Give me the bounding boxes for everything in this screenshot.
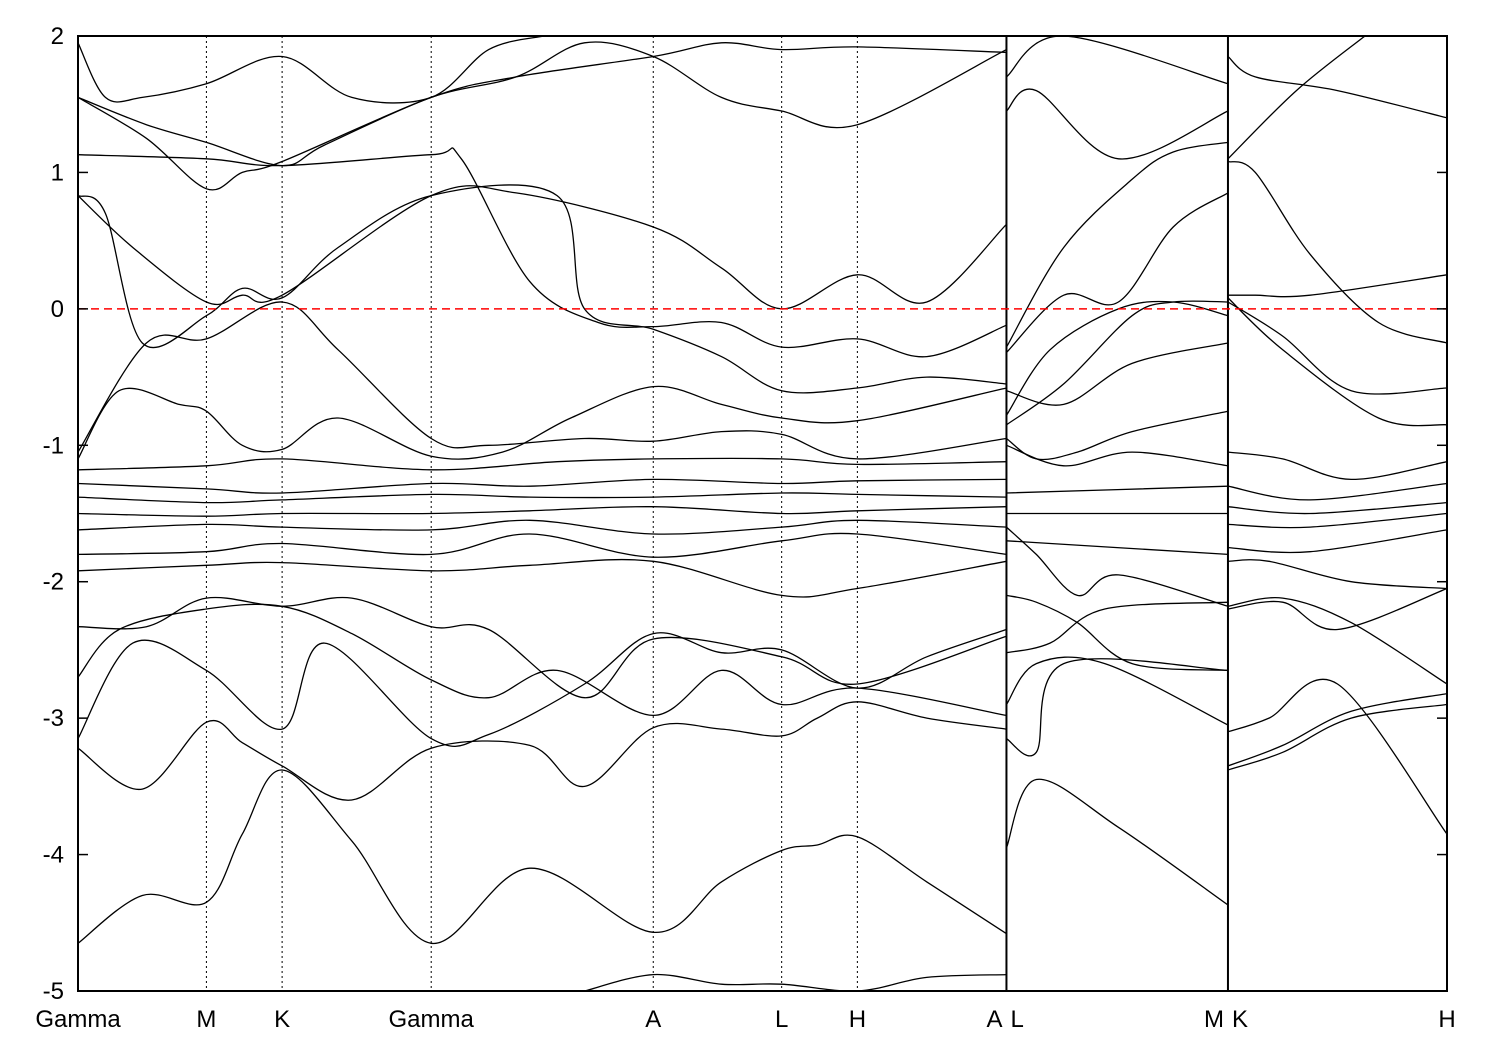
band-line-55: [1227, 692, 1447, 767]
x-tick-label: L: [775, 1006, 788, 1033]
band-line-52: [1227, 587, 1447, 631]
band-line-18: [78, 42, 1007, 191]
y-tick-label: 0: [51, 296, 64, 323]
band-line-15: [78, 184, 1007, 394]
band-line-44: [1227, 297, 1447, 427]
band-line-20: [78, 36, 544, 104]
band-line-41: [1227, 160, 1447, 344]
kpoint-divider-lines: [205, 36, 1229, 991]
band-line-1: [78, 769, 1007, 944]
band-line-34: [1006, 88, 1229, 160]
y-tick-label: -3: [43, 705, 64, 732]
band-line-6: [78, 558, 1007, 598]
band-line-21: [1006, 192, 1229, 353]
band-line-23: [1005, 300, 1229, 416]
x-tick-label: H: [849, 1006, 866, 1033]
band-line-51: [1227, 596, 1447, 685]
y-tick-label: -1: [43, 432, 64, 459]
band-line-27: [1006, 444, 1229, 467]
x-tick-label: Gamma: [389, 1006, 475, 1033]
band-line-45: [1227, 451, 1447, 481]
band-line-47: [1227, 501, 1447, 515]
band-line-2: [78, 701, 1007, 801]
band-line-39: [1227, 55, 1447, 119]
x-tick-label: A: [645, 1006, 661, 1033]
band-line-49: [1227, 529, 1447, 554]
x-axis-ticks: Gamma M K Gamma A L H A L M K H: [35, 1006, 1455, 1033]
band-line-7: [78, 532, 1007, 558]
band-line-40: [1227, 36, 1366, 160]
y-tick-label: -2: [43, 569, 64, 596]
band-line-26: [1006, 410, 1229, 461]
band-line-42: [1228, 274, 1447, 298]
band-line-32: [1006, 658, 1229, 757]
y-tick-label: -4: [43, 842, 64, 869]
band-line-11: [78, 478, 1007, 494]
band-line-50: [1227, 559, 1447, 590]
band-line-48: [1227, 512, 1447, 529]
band-line-4: [78, 603, 1007, 717]
band-line-13: [78, 385, 1007, 460]
x-tick-label: K: [1232, 1006, 1248, 1033]
x-tick-label: H: [1438, 1006, 1455, 1033]
band-line-12: [78, 457, 1007, 471]
x-tick-label: M: [196, 1006, 216, 1033]
y-tick-label: -5: [43, 978, 64, 1005]
band-line-22: [1005, 141, 1229, 348]
band-line-10: [78, 492, 1007, 504]
band-line-16: [78, 185, 1007, 310]
band-line-5: [78, 596, 1007, 699]
band-line-56: [584, 973, 1007, 991]
band-line-24: [1006, 300, 1229, 426]
x-tick-label: M: [1204, 1006, 1224, 1033]
band-line-31: [1005, 656, 1229, 726]
x-tick-label: L: [1010, 1006, 1023, 1033]
band-line-53: [1227, 678, 1447, 835]
band-line-14: [78, 301, 1007, 460]
y-axis-ticks: -5 -4 -3 -2 -1 0 1 2: [43, 23, 1447, 1005]
band-line-19: [78, 41, 1007, 167]
y-tick-label: 2: [51, 23, 64, 50]
band-line-17: [78, 147, 1007, 358]
x-tick-label: Gamma: [35, 1006, 121, 1033]
band-line-3: [78, 628, 1007, 747]
band-line-36: [1006, 485, 1229, 494]
band-line-9: [78, 506, 1007, 517]
band-line-35: [1006, 36, 1229, 85]
band-line-8: [78, 519, 1007, 535]
band-line-33: [1005, 778, 1229, 906]
band-line-28: [1006, 526, 1229, 607]
band-curves: [78, 36, 1447, 991]
x-tick-label: A: [986, 1006, 1002, 1033]
band-line-29: [1006, 594, 1229, 672]
plot-frame: [77, 35, 1448, 992]
band-line-25: [1006, 342, 1229, 406]
band-line-43: [1227, 301, 1447, 395]
band-line-38: [1006, 540, 1229, 556]
y-tick-label: 1: [51, 159, 64, 186]
x-tick-label: K: [274, 1006, 290, 1033]
band-line-54: [1227, 703, 1447, 771]
band-line-30: [1006, 601, 1229, 654]
band-line-46: [1227, 482, 1447, 501]
